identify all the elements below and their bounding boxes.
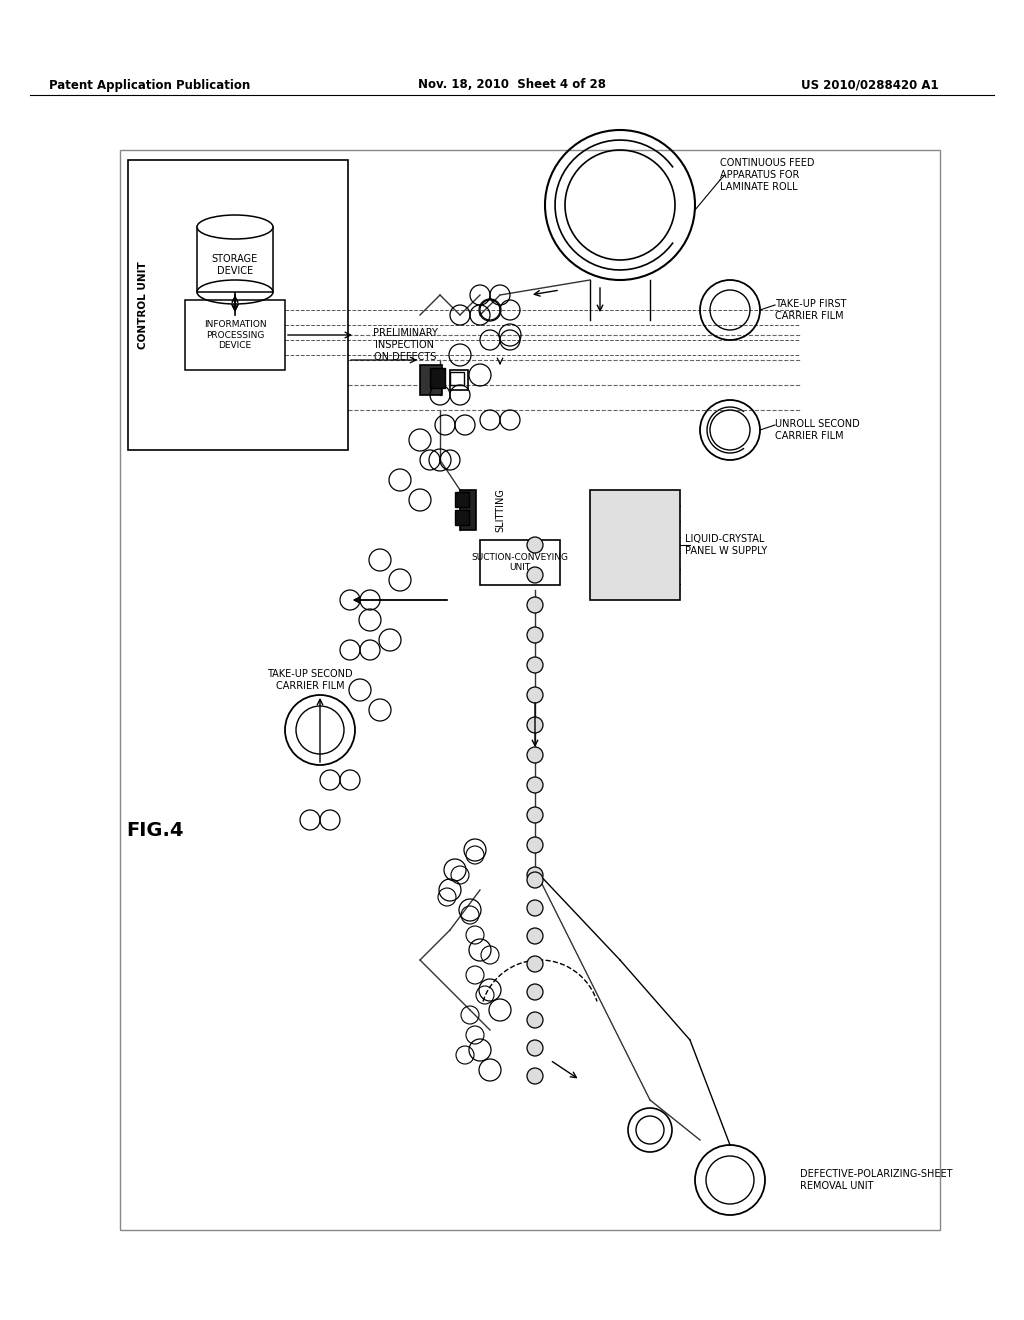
Text: Nov. 18, 2010  Sheet 4 of 28: Nov. 18, 2010 Sheet 4 of 28 <box>418 78 606 91</box>
Text: Patent Application Publication: Patent Application Publication <box>49 78 251 91</box>
Text: FIG.4: FIG.4 <box>126 821 183 840</box>
Text: CONTINUOUS FEED
APPARATUS FOR
LAMINATE ROLL: CONTINUOUS FEED APPARATUS FOR LAMINATE R… <box>720 158 814 191</box>
Circle shape <box>527 956 543 972</box>
Circle shape <box>527 873 543 888</box>
Circle shape <box>527 597 543 612</box>
Circle shape <box>527 747 543 763</box>
Bar <box>185 300 285 370</box>
Text: CONTROL UNIT: CONTROL UNIT <box>138 261 148 348</box>
Bar <box>590 490 680 601</box>
Circle shape <box>527 1040 543 1056</box>
Text: INFORMATION
PROCESSING
DEVICE: INFORMATION PROCESSING DEVICE <box>204 321 266 350</box>
Circle shape <box>527 568 543 583</box>
Circle shape <box>527 717 543 733</box>
Text: SUCTION-CONVEYING
UNIT: SUCTION-CONVEYING UNIT <box>471 553 568 572</box>
Bar <box>460 490 476 531</box>
Text: US 2010/0288420 A1: US 2010/0288420 A1 <box>801 78 939 91</box>
Bar <box>455 510 469 525</box>
Circle shape <box>527 983 543 1001</box>
Circle shape <box>527 900 543 916</box>
Text: PRELIMINARY
INSPECTION
ON DEFECTS: PRELIMINARY INSPECTION ON DEFECTS <box>373 329 437 362</box>
Text: SLITTING: SLITTING <box>495 488 505 532</box>
Circle shape <box>527 777 543 793</box>
Bar <box>480 540 560 585</box>
Bar <box>450 370 468 389</box>
Circle shape <box>527 657 543 673</box>
Bar <box>450 372 464 385</box>
Bar <box>420 366 442 395</box>
Circle shape <box>527 1012 543 1028</box>
Bar <box>197 227 273 292</box>
Text: LIQUID-CRYSTAL
PANEL W SUPPLY: LIQUID-CRYSTAL PANEL W SUPPLY <box>685 535 767 556</box>
Bar <box>430 368 445 388</box>
Bar <box>455 492 469 507</box>
Circle shape <box>527 537 543 553</box>
Text: STORAGE
DEVICE: STORAGE DEVICE <box>212 255 258 276</box>
Text: TAKE-UP FIRST
CARRIER FILM: TAKE-UP FIRST CARRIER FILM <box>775 300 847 321</box>
Circle shape <box>527 837 543 853</box>
Circle shape <box>527 867 543 883</box>
Circle shape <box>527 928 543 944</box>
Ellipse shape <box>197 215 273 239</box>
Text: DEFECTIVE-POLARIZING-SHEET
REMOVAL UNIT: DEFECTIVE-POLARIZING-SHEET REMOVAL UNIT <box>800 1170 952 1191</box>
Text: UNROLL SECOND
CARRIER FILM: UNROLL SECOND CARRIER FILM <box>775 420 860 441</box>
Bar <box>120 150 940 1230</box>
Circle shape <box>527 807 543 822</box>
Circle shape <box>527 686 543 704</box>
Circle shape <box>527 1068 543 1084</box>
Text: TAKE-UP SECOND
CARRIER FILM: TAKE-UP SECOND CARRIER FILM <box>267 669 353 690</box>
Circle shape <box>527 627 543 643</box>
Bar <box>128 160 348 450</box>
